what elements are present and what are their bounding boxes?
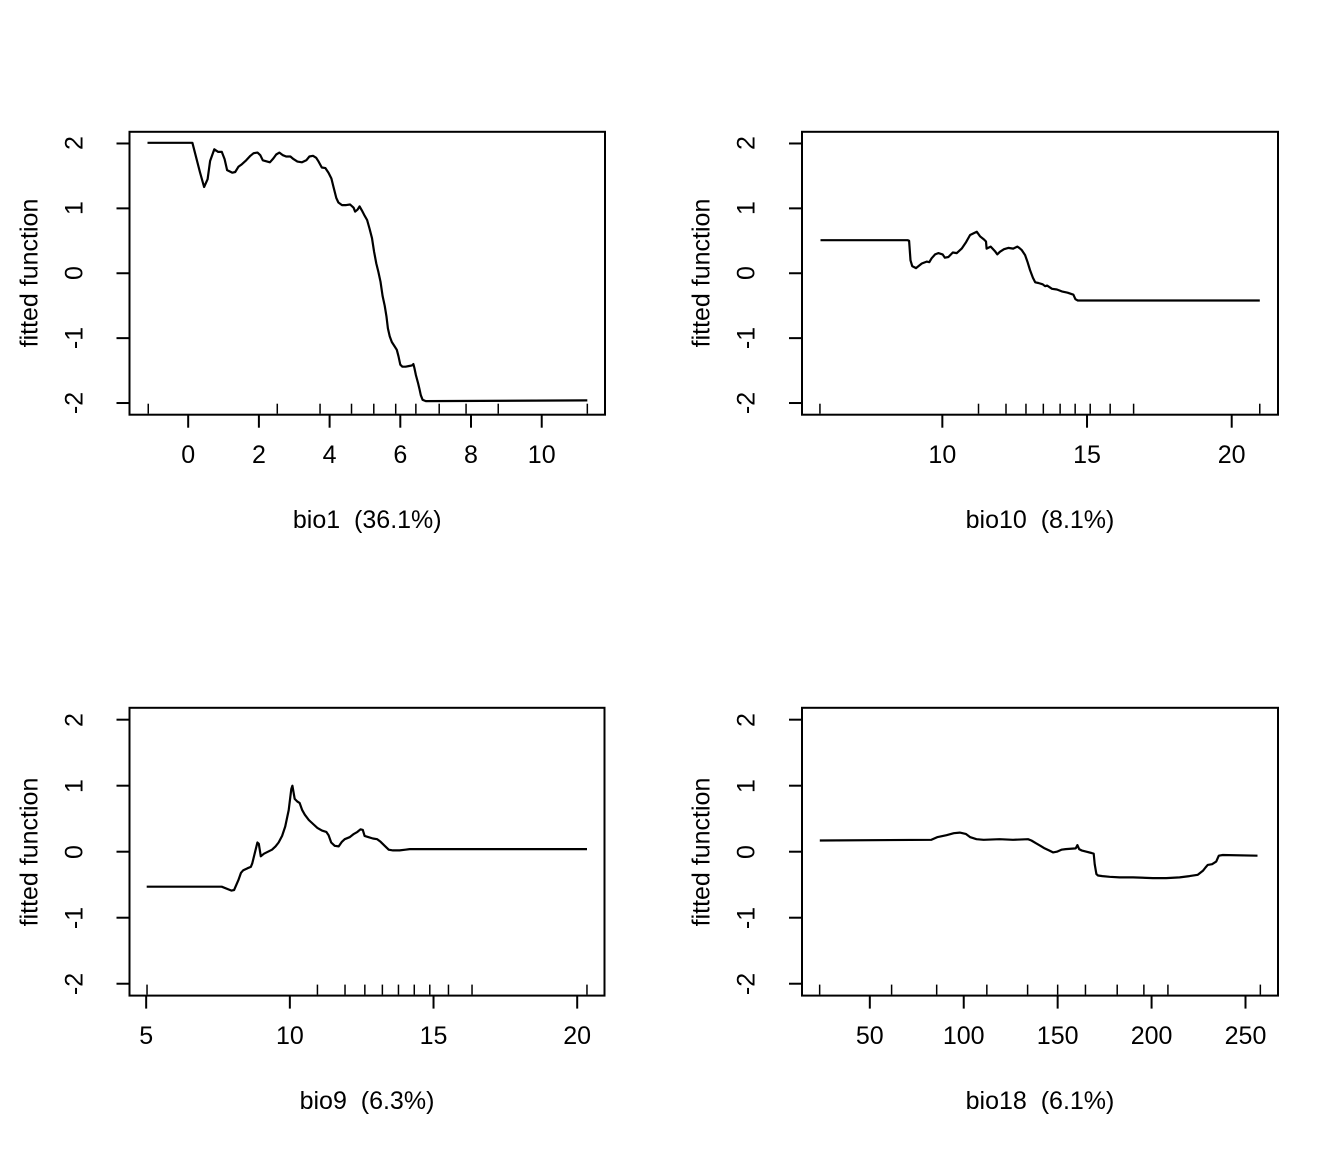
y-tick-label-bio10: 2: [732, 136, 761, 151]
y-axis-label-bio9-panel: fitted function: [15, 777, 43, 927]
x-tick-label-bio18: 250: [1224, 1021, 1267, 1050]
x-tick-label-bio18: 150: [1036, 1021, 1079, 1050]
y-tick-label-bio9: 0: [60, 844, 88, 859]
y-axis-label-bio10-panel: fitted function: [687, 198, 716, 348]
y-axis-label-bio1-panel: fitted function: [15, 198, 43, 348]
y-tick-label-bio1: -1: [60, 327, 88, 350]
fitted-curve-bio1: [147, 141, 588, 403]
y-tick-label-bio9: 1: [60, 778, 88, 793]
y-tick-label-bio18: -1: [732, 906, 761, 929]
y-tick-label-bio18: 1: [732, 778, 761, 793]
x-tick-label-bio1: 4: [322, 440, 337, 469]
y-tick-label-bio10: -2: [732, 391, 761, 415]
x-axis-label-bio1: bio1 (36.1%): [292, 505, 442, 534]
y-tick-label-bio10: -1: [732, 327, 761, 350]
fitted-curve-bio10: [820, 230, 1260, 302]
x-tick-label-bio10: 10: [928, 440, 957, 469]
y-tick-label-bio18: 0: [732, 844, 761, 859]
x-tick-label-bio1: 0: [181, 440, 196, 469]
x-tick-label-bio18: 200: [1130, 1021, 1173, 1050]
x-tick-label-bio18: 50: [855, 1021, 884, 1050]
x-axis-label-bio10: bio10 (8.1%): [965, 505, 1115, 534]
x-axis-label-bio9: bio9 (6.3%): [299, 1086, 435, 1115]
y-tick-label-bio18: 2: [732, 712, 761, 727]
y-tick-label-bio18: -2: [732, 972, 761, 995]
x-tick-label-bio10: 20: [1217, 440, 1246, 469]
y-tick-label-bio9: 2: [60, 712, 88, 727]
x-tick-label-bio18: 100: [942, 1021, 985, 1050]
x-tick-label-bio1: 8: [464, 440, 478, 469]
y-tick-label-bio9: -2: [60, 972, 88, 995]
fitted-curve-bio9: [146, 784, 587, 892]
x-axis-label-bio18: bio18 (6.1%): [965, 1086, 1115, 1115]
x-tick-label-bio1: 6: [393, 440, 408, 469]
plot-box-bio18: [801, 706, 1279, 997]
x-tick-label-bio9: 10: [275, 1021, 304, 1050]
y-tick-label-bio1: 2: [60, 136, 88, 151]
y-tick-label-bio10: 0: [732, 266, 761, 281]
plot-box-bio9: [128, 706, 606, 997]
x-tick-label-bio1: 10: [527, 440, 556, 469]
x-tick-label-bio1: 2: [251, 440, 266, 469]
plot-box-bio10: [801, 130, 1279, 416]
y-tick-label-bio1: -2: [60, 391, 88, 415]
x-tick-label-bio9: 15: [419, 1021, 448, 1050]
fitted-curve-bio18: [819, 831, 1258, 880]
x-tick-label-bio9: 20: [563, 1021, 592, 1050]
y-tick-label-bio1: 1: [60, 201, 88, 216]
x-tick-label-bio9: 5: [139, 1021, 154, 1050]
y-tick-label-bio9: -1: [60, 906, 88, 929]
x-tick-label-bio10: 15: [1073, 440, 1101, 469]
y-tick-label-bio1: 0: [60, 266, 88, 281]
y-tick-label-bio10: 1: [732, 201, 761, 216]
y-axis-label-bio18-panel: fitted function: [687, 777, 716, 927]
